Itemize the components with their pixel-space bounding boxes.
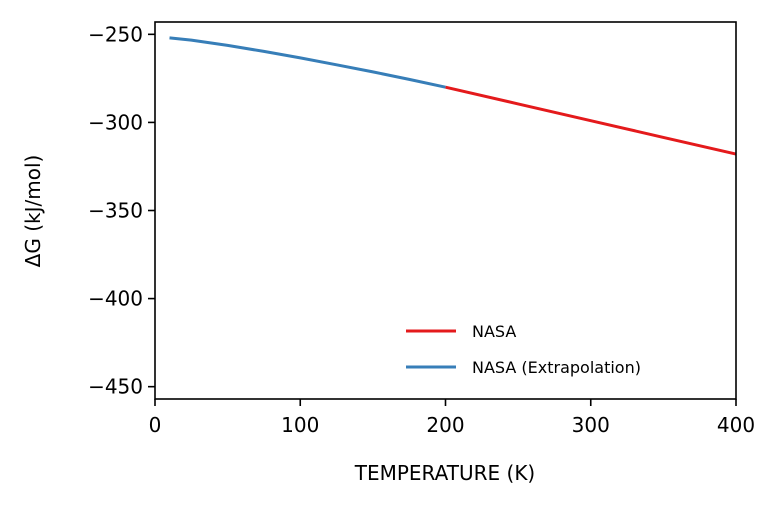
series-line-1 xyxy=(169,36,446,89)
legend: NASA NASA (Extrapolation) xyxy=(406,322,641,377)
y-tick-label: −350 xyxy=(88,199,143,223)
y-tick-label: −250 xyxy=(88,22,143,46)
x-tick-label: 100 xyxy=(281,413,319,437)
legend-label-1: NASA (Extrapolation) xyxy=(472,358,641,377)
plot-frame xyxy=(154,21,737,400)
y-tick-label: −300 xyxy=(88,110,143,134)
y-tick-label: −450 xyxy=(88,375,143,399)
x-tick-label: 200 xyxy=(426,413,464,437)
x-axis: 0 100 200 300 400 xyxy=(149,399,755,437)
legend-label-0: NASA xyxy=(472,322,516,341)
x-tick-label: 0 xyxy=(149,413,162,437)
x-tick-label: 400 xyxy=(717,413,755,437)
y-tick-label: −400 xyxy=(88,287,143,311)
y-axis-title: ΔG (kJ/mol) xyxy=(21,155,45,268)
x-tick-label: 300 xyxy=(572,413,610,437)
series-line-0 xyxy=(445,85,737,156)
plot-lines xyxy=(169,36,737,156)
y-axis: −250 −300 −350 −400 −450 xyxy=(88,22,155,399)
x-axis-title: TEMPERATURE (K) xyxy=(354,461,536,485)
